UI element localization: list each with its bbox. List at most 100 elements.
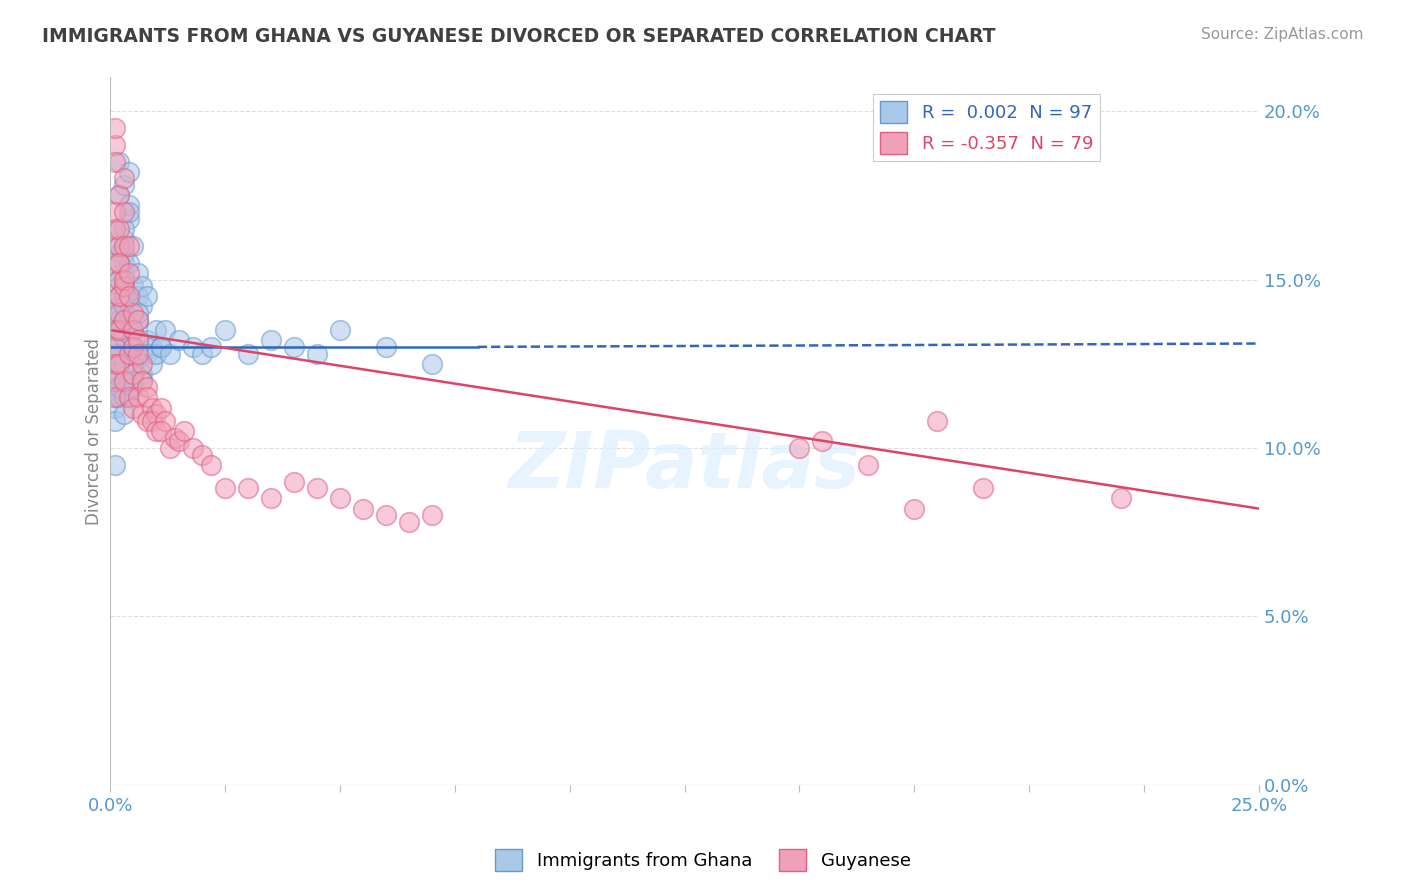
Point (108, 255, 131, 269)
Point (108, 272, 131, 286)
Point (131, 374, 153, 388)
Point (104, 137, 127, 152)
Point (118, 255, 141, 269)
Point (136, 289, 159, 303)
Point (104, 340, 127, 354)
Point (789, 441, 811, 455)
Point (108, 188, 131, 202)
Point (127, 391, 149, 405)
Point (136, 380, 159, 394)
Point (329, 323, 352, 337)
Point (420, 357, 443, 371)
Point (112, 279, 135, 293)
Point (104, 154, 127, 169)
Point (112, 300, 135, 314)
Point (104, 222, 127, 236)
Point (181, 441, 204, 455)
Point (112, 391, 135, 405)
Point (108, 222, 131, 236)
Point (112, 178, 135, 193)
Point (141, 340, 163, 354)
Point (155, 323, 177, 337)
Point (131, 407, 153, 421)
Point (104, 374, 127, 388)
Point (420, 508, 443, 523)
Point (811, 434, 834, 449)
Point (112, 222, 135, 236)
Point (260, 491, 283, 506)
Point (112, 313, 135, 327)
Point (136, 414, 159, 428)
Text: ZIPatlas: ZIPatlas (509, 428, 860, 505)
Point (112, 239, 135, 253)
Point (112, 374, 135, 388)
Point (108, 357, 131, 371)
Text: IMMIGRANTS FROM GHANA VS GUYANESE DIVORCED OR SEPARATED CORRELATION CHART: IMMIGRANTS FROM GHANA VS GUYANESE DIVORC… (42, 27, 995, 45)
Point (858, 458, 880, 472)
Point (283, 475, 305, 489)
Point (104, 255, 127, 269)
Point (112, 205, 135, 219)
Point (122, 357, 145, 371)
Point (108, 323, 131, 337)
Point (122, 323, 145, 337)
Point (118, 266, 141, 280)
Point (104, 120, 127, 135)
Point (149, 340, 172, 354)
Point (131, 367, 153, 381)
Point (112, 289, 135, 303)
Point (112, 232, 135, 246)
Point (104, 323, 127, 337)
Point (127, 306, 149, 320)
Point (352, 501, 374, 516)
Point (191, 448, 214, 462)
Point (112, 357, 135, 371)
Point (159, 346, 181, 360)
Point (191, 346, 214, 360)
Point (112, 279, 135, 293)
Point (104, 357, 127, 371)
Point (118, 346, 141, 360)
Point (118, 198, 141, 212)
Point (108, 313, 131, 327)
Point (118, 313, 141, 327)
Point (127, 289, 149, 303)
Point (122, 367, 145, 381)
Point (329, 491, 352, 506)
Point (112, 272, 135, 286)
Point (122, 380, 145, 394)
Point (122, 323, 145, 337)
Point (104, 380, 127, 394)
Point (145, 346, 167, 360)
Point (127, 313, 149, 327)
Point (108, 357, 131, 371)
Point (127, 313, 149, 327)
Point (167, 333, 190, 347)
Point (214, 323, 236, 337)
Point (118, 346, 141, 360)
Point (118, 205, 141, 219)
Text: Source: ZipAtlas.com: Source: ZipAtlas.com (1201, 27, 1364, 42)
Point (104, 391, 127, 405)
Point (141, 401, 163, 415)
Point (108, 154, 131, 169)
Y-axis label: Divorced or Separated: Divorced or Separated (86, 337, 103, 524)
Point (112, 300, 135, 314)
Point (305, 481, 328, 495)
Point (118, 211, 141, 226)
Point (108, 239, 131, 253)
Point (200, 458, 222, 472)
Point (145, 323, 167, 337)
Point (122, 306, 145, 320)
Point (1109, 491, 1132, 506)
Point (167, 434, 190, 449)
Point (104, 222, 127, 236)
Point (131, 357, 153, 371)
Point (108, 306, 131, 320)
Point (118, 391, 141, 405)
Point (374, 508, 396, 523)
Point (903, 501, 925, 516)
Point (136, 333, 159, 347)
Point (149, 340, 172, 354)
Point (155, 414, 177, 428)
